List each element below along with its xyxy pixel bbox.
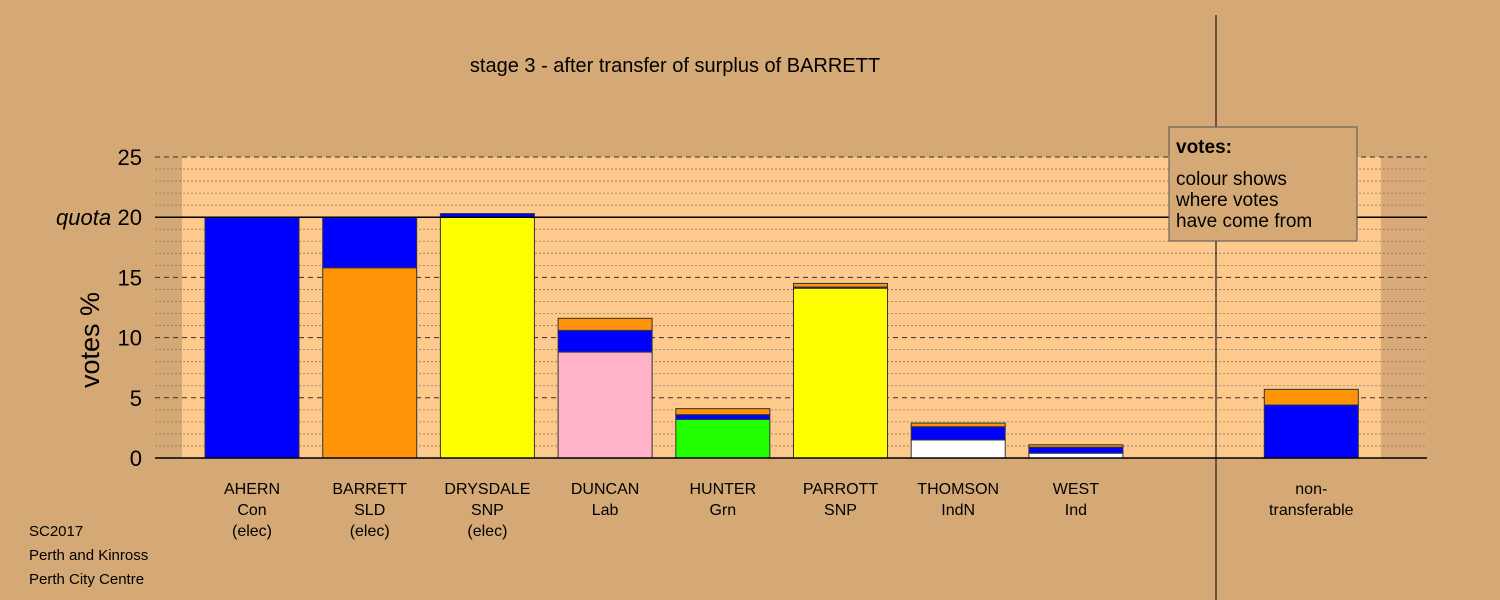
bar-segment (557, 351, 653, 459)
legend-box-frame (1168, 126, 1358, 242)
party-label: SNP (824, 502, 857, 519)
y-tick-label: 0 (130, 446, 142, 471)
legend-line-2: where votes (1175, 190, 1278, 211)
candidate-name-label: non- (1295, 481, 1327, 498)
status-label: (elec) (232, 523, 272, 540)
bar-segment (675, 418, 771, 459)
bar-segment (1263, 388, 1359, 406)
party-label: transferable (1269, 502, 1354, 519)
y-tick-label: 25 (118, 145, 142, 170)
bar-segment (910, 422, 1006, 428)
x-axis-labels: AHERN Con (elec) BARRETT SLD (elec) DRYSDALE SN… (224, 481, 1354, 540)
chart-title: stage 3 - after transfer of surplus of B… (470, 55, 880, 77)
bar-segment (1028, 444, 1124, 448)
bars-group (204, 213, 1359, 459)
candidate-name-label: HUNTER (689, 481, 756, 498)
bar-segment (1028, 446, 1124, 454)
y-axis-label: votes % (75, 292, 105, 388)
status-label: (elec) (467, 523, 507, 540)
legend-box: votes: colour shows where votes have com… (1168, 126, 1358, 242)
party-label: Grn (709, 502, 736, 519)
candidate-name-label: DRYSDALE (444, 481, 530, 498)
legend-line-1: colour shows (1176, 169, 1287, 190)
party-label: Lab (592, 502, 619, 519)
y-tick-label: 15 (118, 265, 142, 290)
party-label: IndN (941, 502, 975, 519)
bar-segment (910, 439, 1006, 459)
bar-segment (793, 282, 888, 288)
candidate-name-label: AHERN (224, 481, 280, 498)
party-label: SLD (354, 502, 385, 519)
bar-segment (322, 267, 418, 459)
bar-segment (675, 408, 771, 416)
bar-segment (204, 216, 300, 459)
party-label: Con (237, 502, 266, 519)
plot-area-margin (1381, 157, 1427, 458)
bar-segment (322, 216, 418, 269)
bar-segment (439, 216, 535, 459)
party-label: Ind (1065, 502, 1087, 519)
y-tick-label: 20 (118, 205, 142, 230)
status-label: (elec) (350, 523, 390, 540)
bar-segment (1263, 404, 1359, 459)
legend-line-3: have come from (1176, 211, 1312, 232)
bar-segment (675, 414, 771, 420)
footer-info: SC2017 Perth and Kinross Perth City Cent… (29, 523, 148, 588)
candidate-name-label: THOMSON (917, 481, 999, 498)
party-label: SNP (471, 502, 504, 519)
candidate-name-label: PARROTT (803, 481, 878, 498)
y-tick-label: 10 (118, 326, 142, 351)
quota-label: quota (56, 205, 111, 230)
bar-segment (793, 287, 888, 459)
y-axis-ticks: 0 5 10 15 20 25 (118, 145, 142, 471)
footer-ward: Perth City Centre (29, 571, 144, 588)
bar-segment (910, 426, 1006, 441)
bar-segment (557, 329, 653, 353)
bar-segment (557, 317, 653, 331)
candidate-name-label: WEST (1053, 481, 1099, 498)
candidate-name-label: BARRETT (332, 481, 407, 498)
footer-council: Perth and Kinross (29, 547, 148, 564)
candidate-name-label: DUNCAN (571, 481, 639, 498)
legend-title: votes: (1176, 137, 1232, 158)
footer-election: SC2017 (29, 523, 83, 540)
y-tick-label: 5 (130, 386, 142, 411)
